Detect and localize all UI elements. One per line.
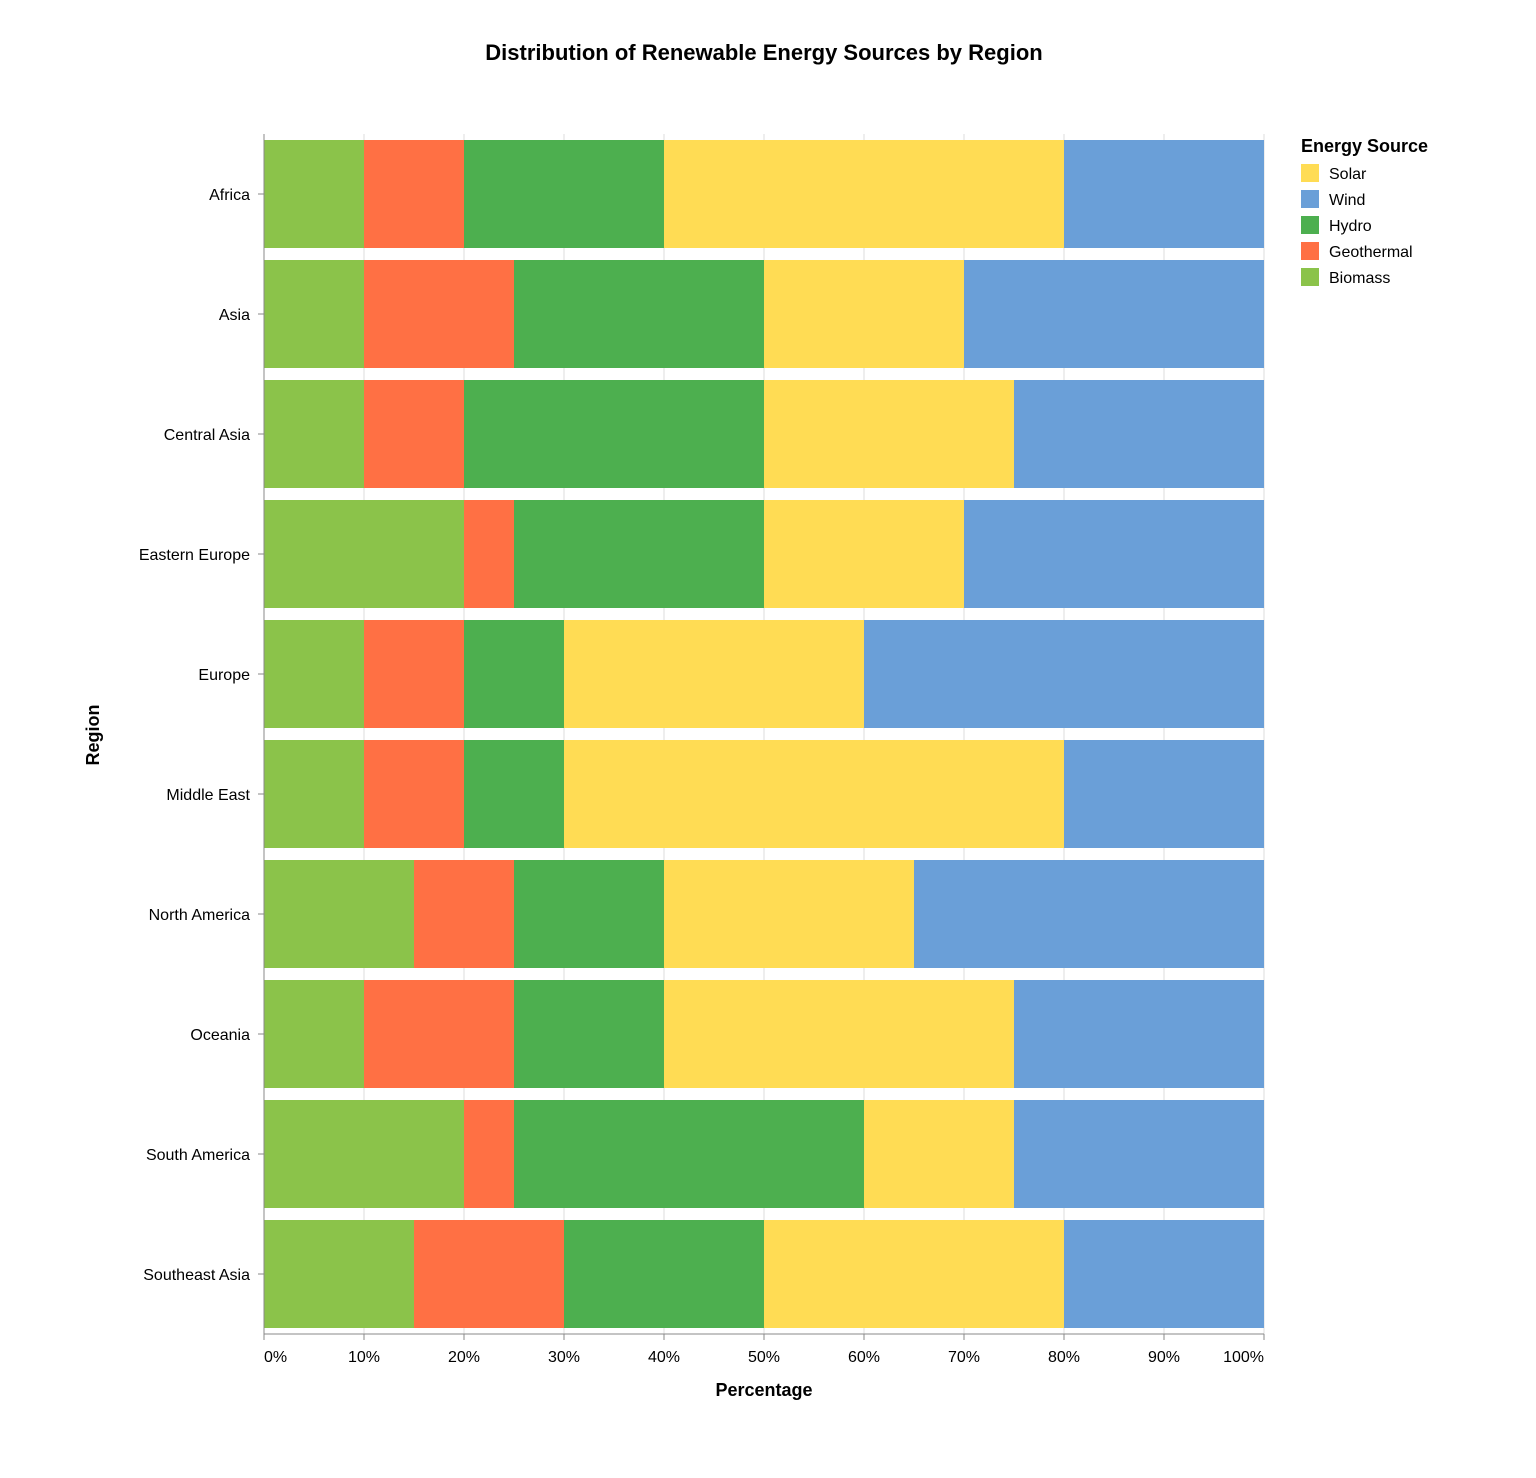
y-tick-label: Southeast Asia <box>143 1267 250 1284</box>
bar-solar-middle-east <box>564 740 1064 848</box>
bar-solar-southeast-asia <box>764 1220 1064 1328</box>
legend: Energy Source Solar Wind Hydro Geothermal Bi… <box>1301 136 1428 287</box>
bar-solar-africa <box>664 140 1064 248</box>
bar-hydro-southeast-asia <box>564 1220 764 1328</box>
bar-wind-europe <box>864 620 1264 728</box>
legend-label-biomass: Biomass <box>1329 270 1390 287</box>
axes: Africa Asia Central Asia Eastern Europe Euro… <box>139 134 1265 1366</box>
legend-label-hydro: Hydro <box>1329 218 1372 235</box>
bar-biomass-africa <box>264 140 364 248</box>
bar-wind-asia <box>964 260 1264 368</box>
chart-title: Distribution of Renewable Energy Sources… <box>485 40 1042 65</box>
y-tick-label: Central Asia <box>164 427 250 444</box>
bars <box>264 140 1264 1328</box>
y-tick-label: South America <box>146 1147 250 1164</box>
x-tick-label: 100% <box>1223 1349 1264 1366</box>
bar-hydro-africa <box>464 140 664 248</box>
bar-wind-oceania <box>1014 980 1264 1088</box>
bar-geothermal-southeast-asia <box>414 1220 564 1328</box>
bar-geothermal-central-asia <box>364 380 464 488</box>
x-tick-label: 70% <box>948 1349 980 1366</box>
bar-hydro-asia <box>514 260 764 368</box>
y-tick-label: Africa <box>209 187 250 204</box>
bar-biomass-asia <box>264 260 364 368</box>
bar-biomass-central-asia <box>264 380 364 488</box>
bar-wind-africa <box>1064 140 1264 248</box>
bar-solar-asia <box>764 260 964 368</box>
legend-label-wind: Wind <box>1329 192 1365 209</box>
bar-wind-eastern-europe <box>964 500 1264 608</box>
bar-solar-north-america <box>664 860 914 968</box>
bar-hydro-europe <box>464 620 564 728</box>
legend-label-geothermal: Geothermal <box>1329 244 1413 261</box>
bar-biomass-south-america <box>264 1100 464 1208</box>
x-tick-label: 80% <box>1048 1349 1080 1366</box>
bar-geothermal-oceania <box>364 980 514 1088</box>
bar-biomass-oceania <box>264 980 364 1088</box>
y-tick-label: Middle East <box>166 787 250 804</box>
legend-label-solar: Solar <box>1329 166 1367 183</box>
bar-hydro-eastern-europe <box>514 500 764 608</box>
bar-hydro-central-asia <box>464 380 764 488</box>
bar-wind-middle-east <box>1064 740 1264 848</box>
y-tick-label: Asia <box>219 307 250 324</box>
legend-swatch-hydro <box>1301 216 1319 234</box>
x-tick-label: 50% <box>748 1349 780 1366</box>
bar-solar-eastern-europe <box>764 500 964 608</box>
bar-geothermal-south-america <box>464 1100 514 1208</box>
bar-geothermal-asia <box>364 260 514 368</box>
legend-swatch-biomass <box>1301 268 1319 286</box>
x-axis-title: Percentage <box>715 1380 812 1400</box>
bar-geothermal-europe <box>364 620 464 728</box>
bar-solar-oceania <box>664 980 1014 1088</box>
x-tick-label: 0% <box>264 1349 287 1366</box>
x-tick-label: 20% <box>448 1349 480 1366</box>
bar-hydro-oceania <box>514 980 664 1088</box>
bar-geothermal-middle-east <box>364 740 464 848</box>
bar-biomass-north-america <box>264 860 414 968</box>
x-tick-label: 40% <box>648 1349 680 1366</box>
bar-biomass-southeast-asia <box>264 1220 414 1328</box>
legend-title: Energy Source <box>1301 136 1428 156</box>
y-axis-title: Region <box>83 705 103 766</box>
bar-biomass-middle-east <box>264 740 364 848</box>
bar-wind-southeast-asia <box>1064 1220 1264 1328</box>
y-tick-label: Europe <box>198 667 250 684</box>
x-tick-label: 10% <box>348 1349 380 1366</box>
y-tick-label: North America <box>149 907 250 924</box>
bar-hydro-south-america <box>514 1100 864 1208</box>
bar-wind-north-america <box>914 860 1264 968</box>
x-tick-label: 30% <box>548 1349 580 1366</box>
legend-swatch-geothermal <box>1301 242 1319 260</box>
bar-solar-central-asia <box>764 380 1014 488</box>
bar-hydro-north-america <box>514 860 664 968</box>
bar-solar-south-america <box>864 1100 1014 1208</box>
y-tick-label: Oceania <box>190 1027 250 1044</box>
bar-hydro-middle-east <box>464 740 564 848</box>
bar-geothermal-africa <box>364 140 464 248</box>
bar-biomass-europe <box>264 620 364 728</box>
x-tick-label: 60% <box>848 1349 880 1366</box>
bar-solar-europe <box>564 620 864 728</box>
bar-wind-central-asia <box>1014 380 1264 488</box>
bar-geothermal-eastern-europe <box>464 500 514 608</box>
x-tick-label: 90% <box>1148 1349 1180 1366</box>
bar-geothermal-north-america <box>414 860 514 968</box>
legend-swatch-wind <box>1301 190 1319 208</box>
legend-swatch-solar <box>1301 164 1319 182</box>
bar-wind-south-america <box>1014 1100 1264 1208</box>
bar-biomass-eastern-europe <box>264 500 464 608</box>
y-tick-label: Eastern Europe <box>139 547 250 564</box>
